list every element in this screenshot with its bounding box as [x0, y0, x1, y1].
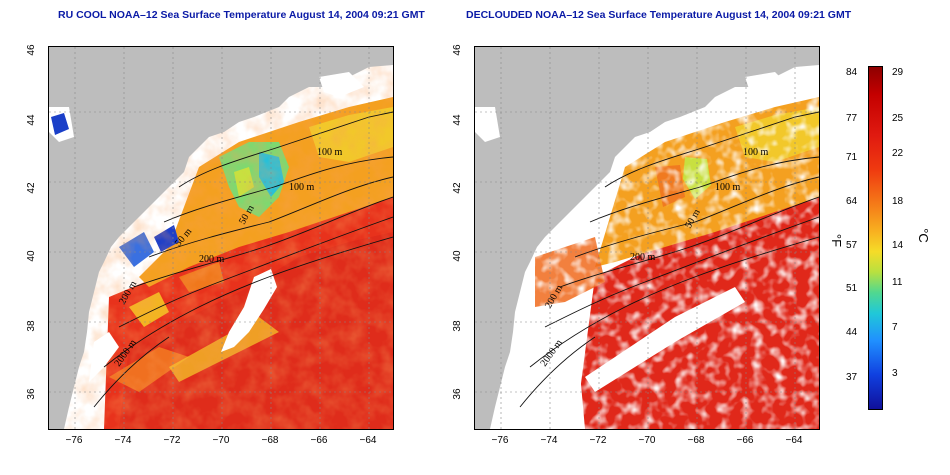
- celsius-tick: 18: [892, 196, 904, 207]
- lon-tick-label: −72: [590, 435, 607, 446]
- lon-tick-label: −70: [639, 435, 656, 446]
- right-lon-axis: −76 −74 −72 −70 −68 −66 −64: [492, 435, 803, 446]
- decloud-sst-map: 100 m 100 m 50 m 200 m 200 m 2000 m: [474, 46, 820, 430]
- left-map-title: RU COOL NOAA–12 Sea Surface Temperature …: [58, 9, 425, 21]
- lon-tick-label: −64: [360, 435, 377, 446]
- decloud-sst-image: 100 m 100 m 50 m 200 m 200 m 2000 m: [475, 47, 819, 429]
- lat-tick-label: 38: [452, 320, 463, 332]
- raw-sst-image: 100 m 100 m 50 m 50 m 200 m 200 m 2000 m: [49, 47, 393, 429]
- left-lat-axis: 46 44 42 40 38 36: [26, 44, 37, 400]
- lat-tick-label: 42: [26, 182, 37, 194]
- fahrenheit-tick: 44: [846, 327, 858, 338]
- celsius-tick: 3: [892, 368, 898, 379]
- fahrenheit-tick: 57: [846, 240, 858, 251]
- celsius-unit-label: °C: [915, 228, 931, 243]
- fahrenheit-tick: 77: [846, 113, 858, 124]
- lat-tick-label: 44: [452, 114, 463, 126]
- lon-tick-label: −74: [541, 435, 558, 446]
- raw-sst-map: 100 m 100 m 50 m 50 m 200 m 200 m 2000 m: [48, 46, 394, 430]
- contour-label: 200 m: [630, 252, 656, 263]
- lon-tick-label: −68: [262, 435, 279, 446]
- contour-label: 100 m: [743, 147, 769, 158]
- lon-tick-label: −64: [786, 435, 803, 446]
- lon-tick-label: −72: [164, 435, 181, 446]
- celsius-tick: 7: [892, 322, 898, 333]
- celsius-tick: 22: [892, 148, 904, 159]
- fahrenheit-tick: 37: [846, 372, 858, 383]
- lon-tick-label: −66: [311, 435, 328, 446]
- lon-tick-label: −76: [66, 435, 83, 446]
- contour-label: 100 m: [289, 182, 315, 193]
- contour-label: 100 m: [317, 147, 343, 158]
- lon-tick-label: −70: [213, 435, 230, 446]
- fahrenheit-unit-label: °F: [829, 233, 845, 248]
- lon-tick-label: −68: [688, 435, 705, 446]
- fahrenheit-tick: 64: [846, 196, 858, 207]
- lon-tick-label: −74: [115, 435, 132, 446]
- lon-tick-label: −66: [737, 435, 754, 446]
- lat-tick-label: 46: [26, 44, 37, 56]
- lat-tick-label: 36: [26, 388, 37, 400]
- contour-label: 200 m: [199, 254, 225, 265]
- lat-tick-label: 46: [452, 44, 463, 56]
- celsius-tick: 29: [892, 67, 904, 78]
- left-lon-axis: −76 −74 −72 −70 −68 −66 −64: [66, 435, 377, 446]
- lat-tick-label: 44: [26, 114, 37, 126]
- temperature-colorbar: [868, 66, 883, 410]
- lat-tick-label: 40: [452, 250, 463, 262]
- fahrenheit-tick: 84: [846, 67, 858, 78]
- lat-tick-label: 40: [26, 250, 37, 262]
- lat-tick-label: 38: [26, 320, 37, 332]
- celsius-tick: 11: [892, 277, 903, 288]
- right-lat-axis: 46 44 42 40 38 36: [452, 44, 463, 400]
- contour-label: 100 m: [715, 182, 741, 193]
- celsius-tick: 25: [892, 113, 904, 124]
- fahrenheit-tick: 71: [846, 152, 858, 163]
- right-map-title: DECLOUDED NOAA–12 Sea Surface Temperatur…: [466, 9, 852, 21]
- fahrenheit-tick: 51: [846, 283, 858, 294]
- lon-tick-label: −76: [492, 435, 509, 446]
- lat-tick-label: 36: [452, 388, 463, 400]
- celsius-tick: 14: [892, 240, 904, 251]
- lat-tick-label: 42: [452, 182, 463, 194]
